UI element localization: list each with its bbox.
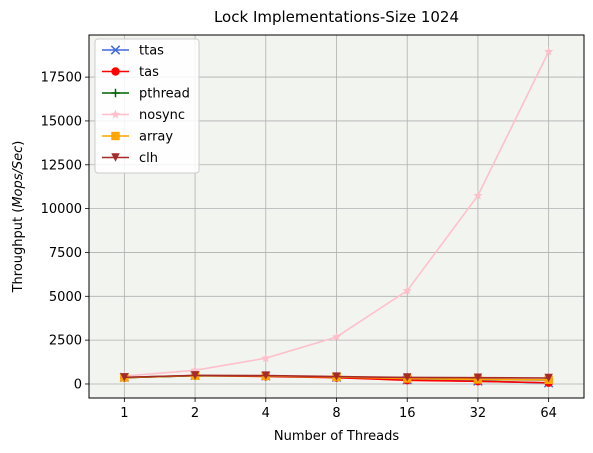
- data-point: [111, 153, 120, 162]
- legend-entry: tas: [102, 65, 159, 80]
- data-point: [403, 373, 412, 382]
- y-tick-label: 2500: [49, 334, 82, 349]
- y-axis-label-prefix: Throughput (: [11, 208, 26, 294]
- x-tick-label: 8: [332, 406, 340, 421]
- data-point: [120, 373, 129, 382]
- x-tick-label: 1: [120, 406, 128, 421]
- series-layer: [119, 46, 554, 388]
- x-tick-label: 16: [399, 406, 416, 421]
- chart-title: Lock Implementations-Size 1024: [214, 8, 459, 26]
- y-tick-label: 15000: [41, 114, 82, 129]
- grid: [89, 35, 584, 398]
- y-axis: 0 2500 5000 7500 10000 12500 15000 17500: [41, 71, 89, 392]
- x-tick-label: 32: [470, 406, 487, 421]
- legend-box: [94, 38, 200, 174]
- data-point: [402, 285, 412, 295]
- legend-entry: ttas: [102, 44, 164, 59]
- y-tick-label: 12500: [41, 158, 82, 173]
- data-point: [111, 67, 120, 76]
- x-axis: 1 2 4 8 16 32 64: [120, 398, 557, 421]
- y-tick-label: 0: [74, 377, 82, 392]
- data-point: [111, 88, 120, 98]
- data-point: [332, 372, 341, 381]
- y-tick-label: 17500: [41, 71, 82, 86]
- y-tick-label: 5000: [49, 290, 82, 305]
- x-tick-label: 2: [191, 406, 199, 421]
- y-axis-label-suffix: ): [11, 141, 26, 146]
- data-point: [544, 46, 554, 56]
- legend-entry: clh: [102, 151, 158, 166]
- legend: ttas tas pthread nosync array clh: [94, 38, 200, 174]
- series-clh: [120, 371, 553, 383]
- legend-label: ttas: [139, 44, 164, 59]
- data-point: [110, 109, 121, 119]
- x-tick-label: 4: [262, 406, 270, 421]
- data-point: [261, 353, 271, 363]
- data-point: [473, 373, 483, 382]
- data-point: [544, 373, 553, 383]
- y-tick-label: 7500: [49, 246, 82, 261]
- legend-label: nosync: [139, 108, 185, 123]
- legend-label: array: [139, 130, 173, 145]
- data-point: [110, 45, 121, 55]
- data-point: [261, 371, 270, 380]
- data-point: [190, 371, 200, 380]
- legend-label: pthread: [139, 87, 190, 102]
- y-axis-label: Throughput (Mops/Sec): [11, 141, 26, 294]
- legend-entry: pthread: [102, 87, 190, 102]
- legend-entry: array: [102, 130, 173, 145]
- data-point: [473, 190, 483, 200]
- x-tick-label: 64: [540, 406, 557, 421]
- data-point: [331, 332, 342, 341]
- data-point: [111, 131, 120, 141]
- legend-label: clh: [139, 151, 158, 166]
- legend-label: tas: [139, 65, 159, 80]
- y-tick-label: 10000: [41, 202, 82, 217]
- legend-entry: nosync: [102, 108, 185, 123]
- x-axis-label: Number of Threads: [274, 429, 399, 444]
- y-axis-label-unit: Mops/Sec: [11, 146, 26, 208]
